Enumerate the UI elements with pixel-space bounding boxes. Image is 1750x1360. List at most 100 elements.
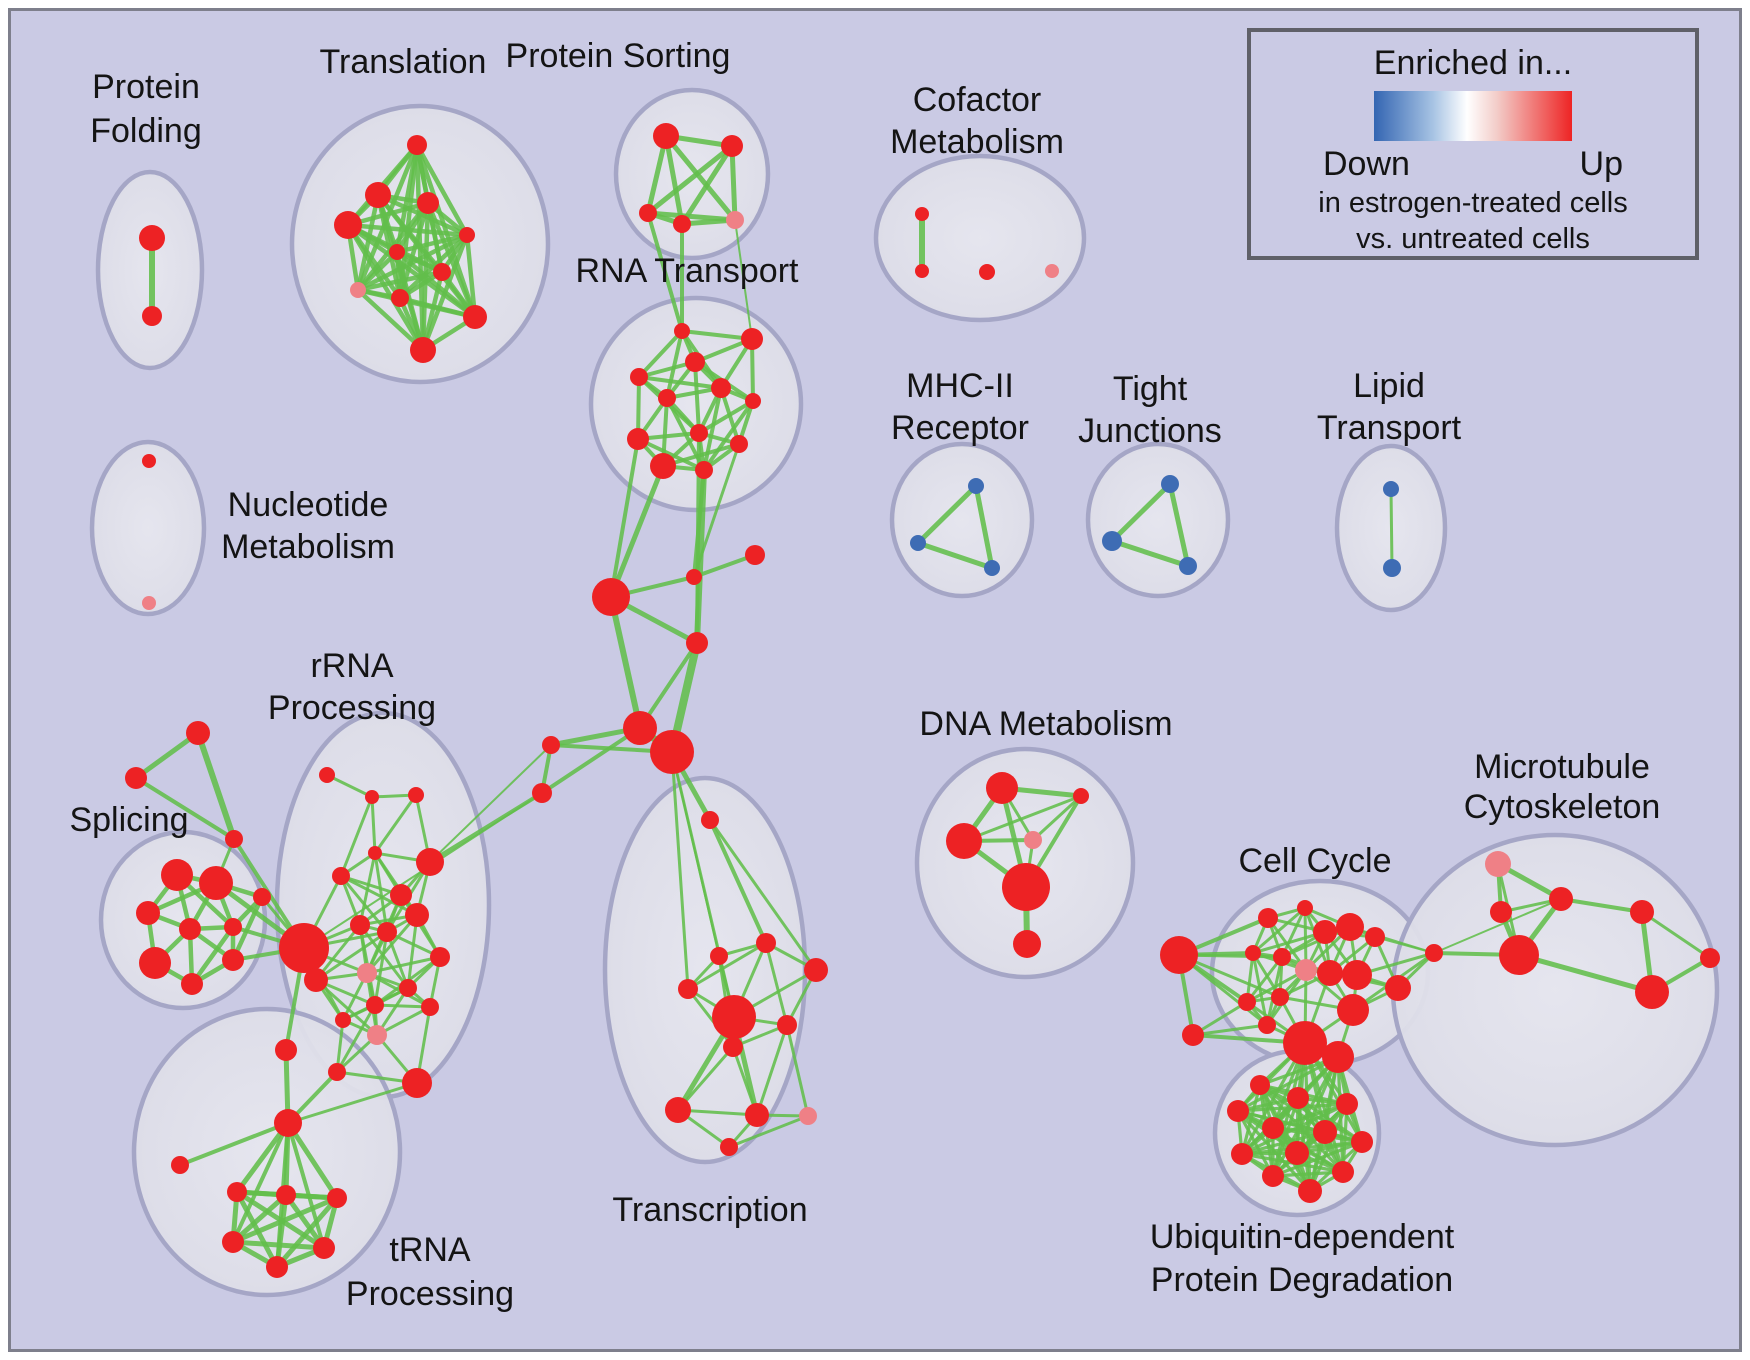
- node-g7[interactable]: [1700, 948, 1720, 968]
- node-s8[interactable]: [181, 973, 203, 995]
- node-pf2[interactable]: [142, 306, 162, 326]
- node-q20[interactable]: [275, 1039, 297, 1061]
- node-q1[interactable]: [319, 767, 335, 783]
- node-u6[interactable]: [266, 1256, 288, 1278]
- node-w7[interactable]: [1351, 1131, 1373, 1153]
- node-co4[interactable]: [1045, 264, 1059, 278]
- node-b2[interactable]: [1322, 1041, 1354, 1073]
- node-s3[interactable]: [136, 901, 160, 925]
- node-t2[interactable]: [365, 182, 391, 208]
- node-mh1[interactable]: [968, 478, 984, 494]
- node-q8[interactable]: [350, 915, 370, 935]
- node-H2[interactable]: [274, 1109, 302, 1137]
- node-mh3[interactable]: [984, 560, 1000, 576]
- node-d3[interactable]: [946, 823, 982, 859]
- node-rt7[interactable]: [745, 393, 761, 409]
- node-ps3[interactable]: [639, 204, 657, 222]
- node-t9[interactable]: [391, 289, 409, 307]
- node-ps2[interactable]: [721, 135, 743, 157]
- node-m5[interactable]: [542, 736, 560, 754]
- node-ps4[interactable]: [673, 215, 691, 233]
- node-p2[interactable]: [650, 730, 694, 774]
- node-d5[interactable]: [1002, 863, 1050, 911]
- node-q13[interactable]: [399, 979, 417, 997]
- node-w9[interactable]: [1285, 1141, 1309, 1165]
- node-tj3[interactable]: [1179, 557, 1197, 575]
- node-m7[interactable]: [701, 811, 719, 829]
- node-v9[interactable]: [745, 1103, 769, 1127]
- node-d6[interactable]: [1013, 930, 1041, 958]
- node-s7[interactable]: [139, 947, 171, 979]
- node-u5[interactable]: [313, 1237, 335, 1259]
- node-w12[interactable]: [1298, 1179, 1322, 1203]
- node-q18[interactable]: [328, 1063, 346, 1081]
- node-k12[interactable]: [1271, 988, 1289, 1006]
- node-q4[interactable]: [368, 846, 382, 860]
- node-w8[interactable]: [1231, 1143, 1253, 1165]
- node-w11[interactable]: [1332, 1161, 1354, 1183]
- node-rt4[interactable]: [630, 368, 648, 386]
- node-x2[interactable]: [125, 767, 147, 789]
- node-q5[interactable]: [332, 867, 350, 885]
- node-s9[interactable]: [222, 949, 244, 971]
- node-q10[interactable]: [405, 903, 429, 927]
- node-t3[interactable]: [417, 192, 439, 214]
- node-m1[interactable]: [592, 578, 630, 616]
- node-q7[interactable]: [416, 848, 444, 876]
- node-t11[interactable]: [410, 337, 436, 363]
- node-rt1[interactable]: [674, 323, 690, 339]
- node-nu2[interactable]: [142, 596, 156, 610]
- node-g6[interactable]: [1630, 900, 1654, 924]
- node-nu1[interactable]: [142, 454, 156, 468]
- node-q9[interactable]: [377, 922, 397, 942]
- node-li1[interactable]: [1383, 481, 1399, 497]
- node-tj2[interactable]: [1102, 531, 1122, 551]
- node-k5[interactable]: [1365, 927, 1385, 947]
- node-t6[interactable]: [389, 244, 405, 260]
- node-q15[interactable]: [421, 998, 439, 1016]
- node-g2[interactable]: [1549, 887, 1573, 911]
- node-s6[interactable]: [253, 888, 271, 906]
- node-H1b[interactable]: [304, 968, 328, 992]
- node-k2[interactable]: [1297, 900, 1313, 916]
- node-u1[interactable]: [227, 1182, 247, 1202]
- node-rt5[interactable]: [658, 389, 676, 407]
- node-s1[interactable]: [161, 859, 193, 891]
- node-k4[interactable]: [1336, 913, 1364, 941]
- node-x3[interactable]: [225, 830, 243, 848]
- node-m6[interactable]: [532, 783, 552, 803]
- node-q6[interactable]: [390, 884, 412, 906]
- node-rt12[interactable]: [695, 461, 713, 479]
- node-q19[interactable]: [402, 1068, 432, 1098]
- node-t4[interactable]: [334, 211, 362, 239]
- node-k6[interactable]: [1245, 945, 1261, 961]
- node-p1[interactable]: [623, 711, 657, 745]
- node-xl[interactable]: [171, 1156, 189, 1174]
- node-g3[interactable]: [1490, 901, 1512, 923]
- node-k10[interactable]: [1342, 960, 1372, 990]
- node-v1[interactable]: [678, 979, 698, 999]
- node-s5[interactable]: [224, 918, 242, 936]
- node-k14[interactable]: [1258, 1016, 1276, 1034]
- node-x1[interactable]: [186, 721, 210, 745]
- node-u4[interactable]: [222, 1231, 244, 1253]
- node-v7[interactable]: [777, 1015, 797, 1035]
- node-t1[interactable]: [407, 135, 427, 155]
- node-k3[interactable]: [1313, 920, 1337, 944]
- node-k9[interactable]: [1317, 960, 1343, 986]
- node-rt9[interactable]: [627, 428, 649, 450]
- node-v10[interactable]: [720, 1138, 738, 1156]
- node-s2[interactable]: [199, 866, 233, 900]
- node-mh2[interactable]: [910, 535, 926, 551]
- node-w5[interactable]: [1262, 1117, 1284, 1139]
- node-t10[interactable]: [463, 305, 487, 329]
- node-co1[interactable]: [915, 207, 929, 221]
- node-rt2[interactable]: [741, 328, 763, 350]
- node-q3[interactable]: [408, 787, 424, 803]
- node-w3[interactable]: [1336, 1093, 1358, 1115]
- node-k7[interactable]: [1273, 948, 1291, 966]
- node-g4[interactable]: [1499, 935, 1539, 975]
- node-d2[interactable]: [1073, 788, 1089, 804]
- node-q2[interactable]: [365, 790, 379, 804]
- node-d4[interactable]: [1024, 831, 1042, 849]
